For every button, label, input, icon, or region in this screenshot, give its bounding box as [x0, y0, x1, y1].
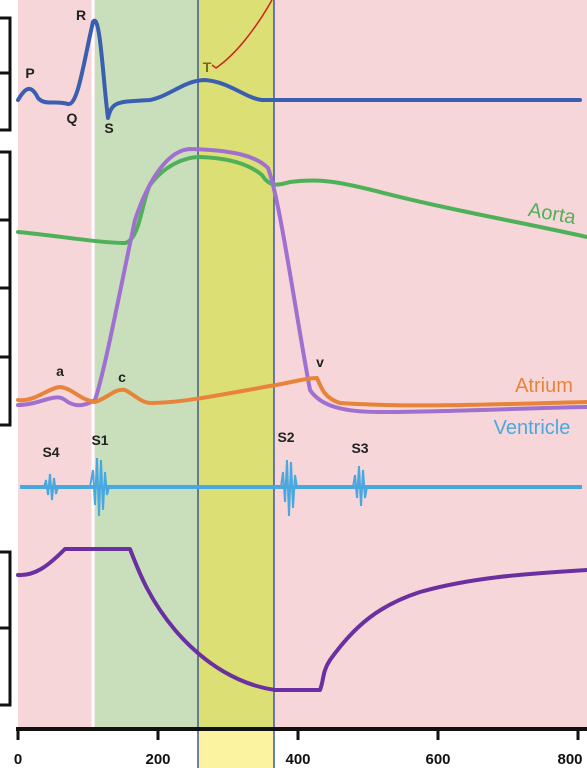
x-tick-label: 800 [557, 751, 582, 768]
x-tick-label: 600 [425, 751, 450, 768]
ecg-label: S [104, 120, 113, 136]
ecg-label: Q [67, 110, 78, 126]
x-ticks: 0 200 400 600 800 [14, 729, 583, 768]
ejection-band-lower [198, 728, 274, 768]
x-tick-label: 0 [14, 751, 22, 768]
ecg-trace [16, 18, 582, 120]
sound-label: S4 [42, 444, 59, 460]
ecg-label: R [76, 7, 86, 23]
ventricle-label: Ventricle [494, 417, 571, 439]
wave-label: a [56, 363, 64, 379]
x-tick-label: 200 [145, 751, 170, 768]
wave-label: c [118, 369, 126, 385]
heart-sounds [20, 457, 582, 517]
ecg-label: P [25, 65, 34, 81]
aorta-trace [16, 155, 587, 245]
left-brackets [0, 16, 12, 707]
sound-label: S1 [91, 432, 108, 448]
atrium-label: Atrium [515, 375, 573, 397]
ecg-label: T [203, 59, 212, 75]
atrium-trace [16, 376, 587, 408]
wave-label: v [316, 354, 324, 370]
x-tick-label: 400 [285, 751, 310, 768]
volume-trace [16, 547, 587, 692]
t-arrow [211, 0, 273, 69]
ejection-band [198, 0, 274, 728]
sound-label: S3 [351, 440, 368, 456]
isovolumetric-band [95, 0, 198, 728]
sound-label: S2 [277, 429, 294, 445]
